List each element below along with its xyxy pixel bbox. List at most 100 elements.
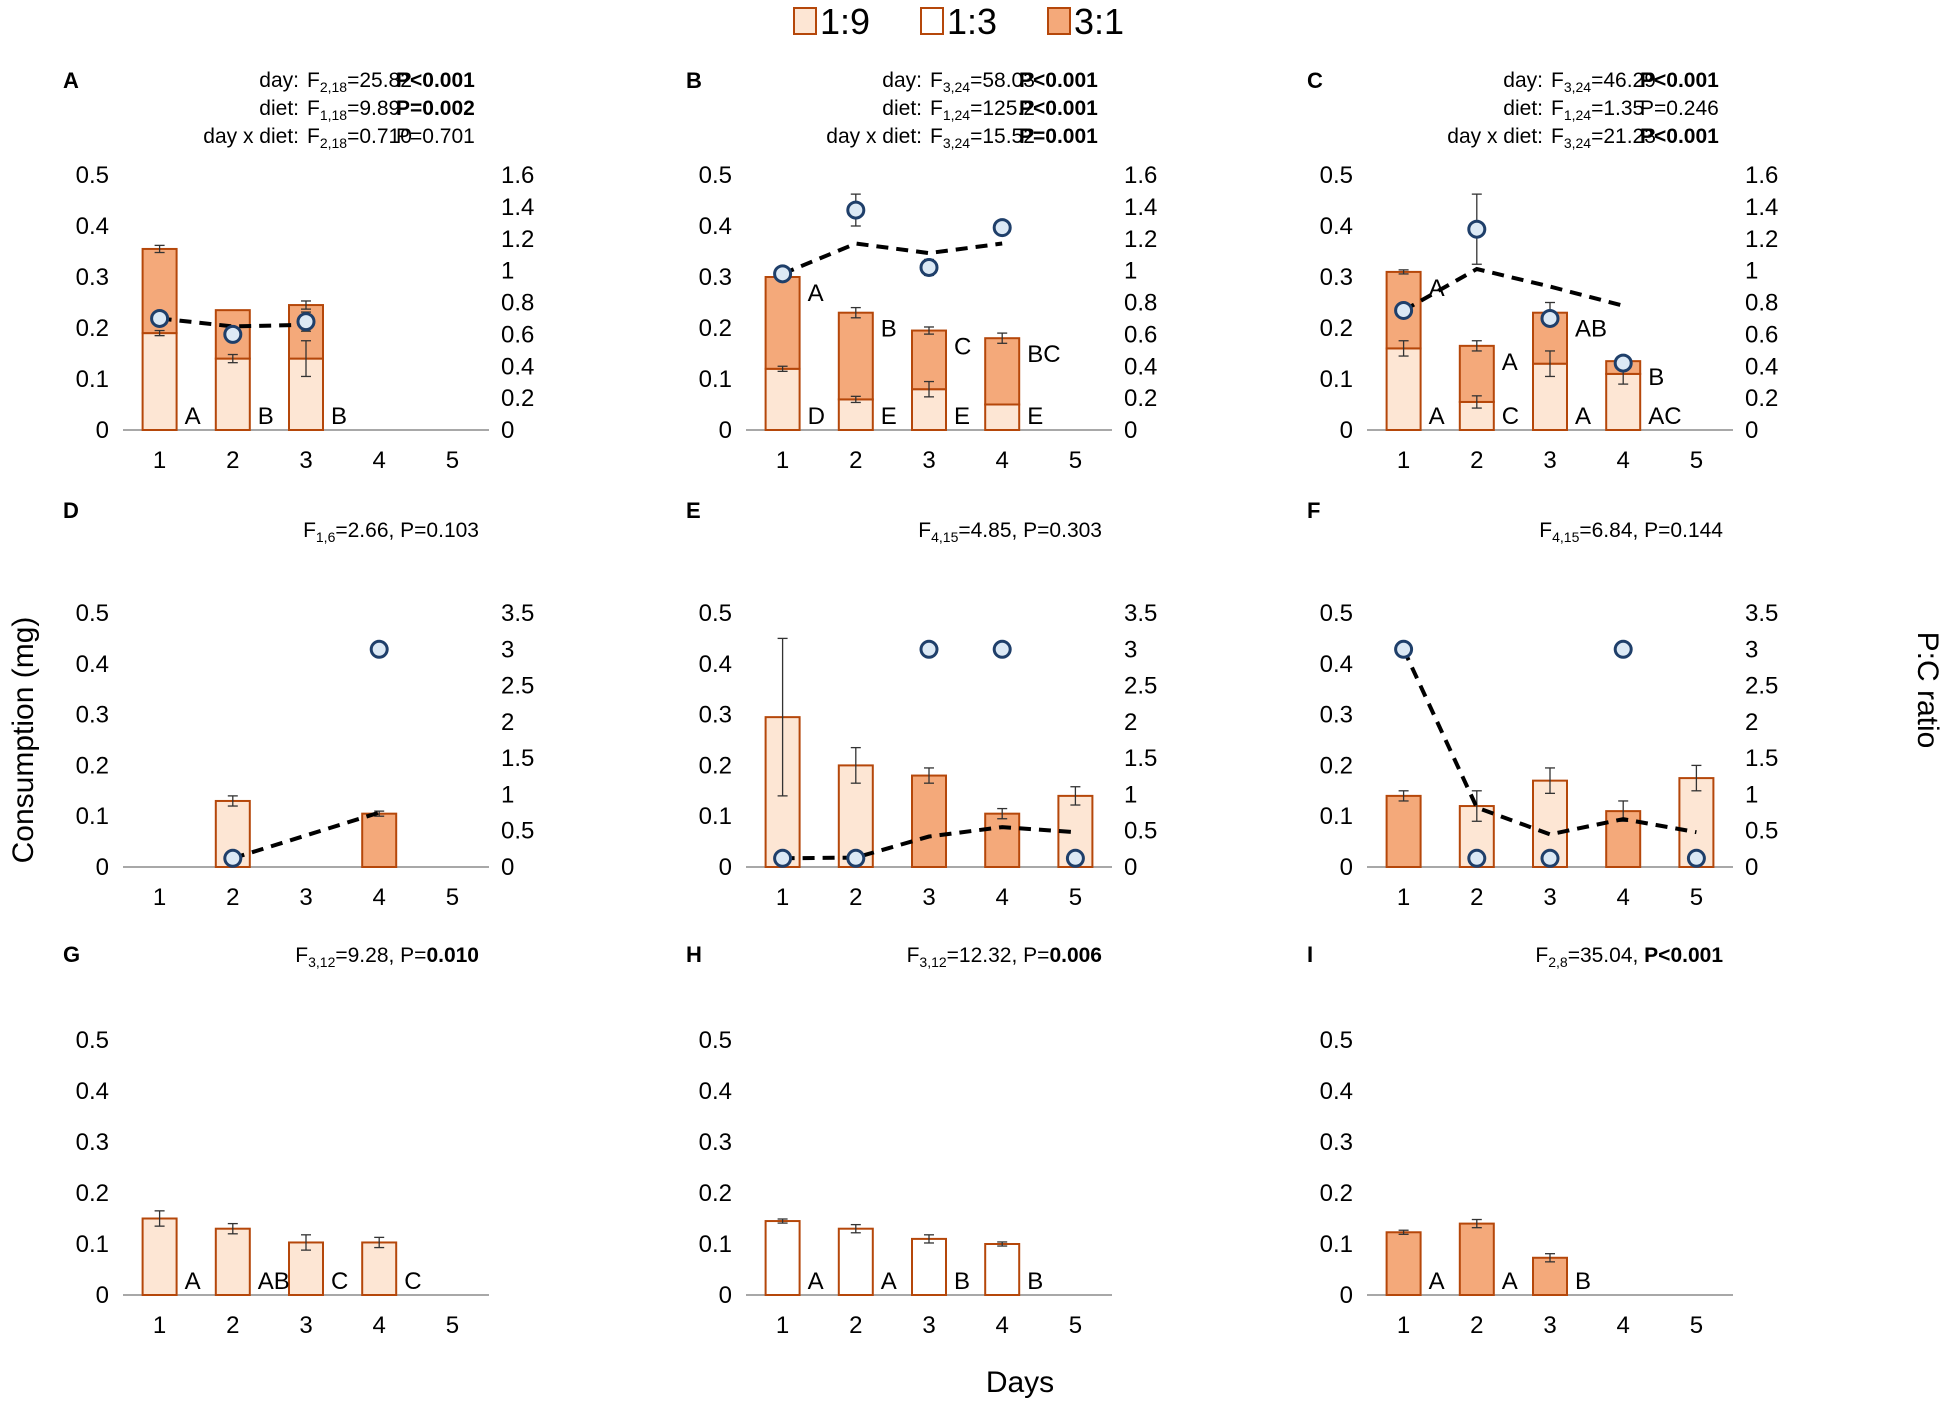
pc-ratio-point <box>1686 848 1706 868</box>
y-tick-label: 0.1 <box>1320 1231 1353 1258</box>
y2-tick-label: 0.2 <box>1745 385 1778 412</box>
y2-tick-label: 0.8 <box>1745 290 1778 317</box>
pc-ratio-point <box>773 264 793 284</box>
x-tick-label: 5 <box>1069 884 1082 911</box>
y-tick-label: 0.2 <box>1320 1180 1353 1207</box>
significance-letter: B <box>1648 364 1664 391</box>
y2-tick-label: 1 <box>501 258 514 285</box>
x-tick-label: 3 <box>1543 884 1556 911</box>
stat-f: F3,12=9.28, P=0.010 <box>295 944 479 970</box>
significance-letter: D <box>808 403 825 430</box>
stat-label: diet: <box>1503 97 1543 120</box>
y-tick-label: 0.2 <box>699 752 732 779</box>
pc-ratio-point <box>369 639 389 659</box>
pc-ratio-point <box>1540 848 1560 868</box>
pc-ratio-line <box>1401 648 1697 837</box>
y-tick-label: 0.2 <box>1320 315 1353 342</box>
x-tick-label: 1 <box>1397 1312 1410 1339</box>
x-tick-label: 2 <box>226 1312 239 1339</box>
y2-tick-label: 1.2 <box>501 226 534 253</box>
bar-3-1 <box>764 276 801 370</box>
y-tick-label: 0.4 <box>699 213 732 240</box>
pc-ratio-point <box>1613 353 1633 373</box>
y2-tick-label: 2.5 <box>501 673 534 700</box>
stat-p: P=0.002 <box>396 97 475 120</box>
y2-tick-label: 0.5 <box>1124 818 1157 845</box>
y2-tick-label: 1.5 <box>1745 745 1778 772</box>
x-tick-label: 5 <box>1690 884 1703 911</box>
y-tick-label: 0.5 <box>76 162 109 189</box>
y-tick-label: 0.3 <box>699 702 732 729</box>
y2-tick-label: 1.6 <box>501 162 534 189</box>
y-tick-label: 0 <box>719 854 732 881</box>
x-tick-label: 2 <box>1470 1312 1483 1339</box>
x-tick-label: 1 <box>1397 447 1410 474</box>
y-tick-label: 0.1 <box>76 366 109 393</box>
y-tick-label: 0 <box>719 417 732 444</box>
y2-tick-label: 2 <box>501 709 514 736</box>
x-tick-label: 1 <box>153 884 166 911</box>
y-tick-label: 0.4 <box>76 213 109 240</box>
x-tick-label: 1 <box>1397 884 1410 911</box>
y2-tick-label: 1.6 <box>1124 162 1157 189</box>
stat-f: F4,15=4.85, P=0.303 <box>918 519 1102 545</box>
panel-E: E 0 0.1 0.2 0.3 0.4 0.5 0 0.5 1 1.5 2 2.5 3 3.5 1 2 3 4 5 F4… <box>686 498 1157 911</box>
bar-1-9 <box>1385 347 1422 431</box>
pc-ratio-point <box>992 639 1012 659</box>
y-tick-label: 0.4 <box>1320 1078 1353 1105</box>
y2-tick-label: 2.5 <box>1745 673 1778 700</box>
y2-tick-label: 1 <box>1745 781 1758 808</box>
panel-D: D 0 0.1 0.2 0.3 0.4 0.5 0 0.5 1 1.5 2 2.5 3 3.5 1 2 3 4 5 F1… <box>63 498 534 911</box>
panel-label: D <box>63 498 79 523</box>
legend-label-1-9: 1:9 <box>820 1 870 42</box>
pc-ratio-point <box>919 257 939 277</box>
stat-f: F3,24=46.29 <box>1551 69 1656 95</box>
y2-tick-label: 1.6 <box>1745 162 1778 189</box>
y2-tick-label: 0 <box>1124 417 1137 444</box>
y2-tick-label: 0.5 <box>501 818 534 845</box>
panel-F: F 0 0.1 0.2 0.3 0.4 0.5 0 0.5 1 1.5 2 2.5 3 3.5 1 2 3 4 5 F4… <box>1307 498 1778 911</box>
panels: A 0 0.1 0.2 0.3 0.4 0.5 0 0.2 0.4 0.6 0.8 1 1.2 1.4 1.6… <box>63 68 1778 1339</box>
x-tick-label: 5 <box>1069 1312 1082 1339</box>
y-tick-label: 0.2 <box>76 315 109 342</box>
bar <box>1532 1256 1568 1297</box>
y-axis-title: Consumption (mg) <box>7 617 40 864</box>
y-tick-label: 0.4 <box>699 651 732 678</box>
y-tick-label: 0.5 <box>699 162 732 189</box>
stat-label: day: <box>1503 69 1543 92</box>
y-tick-label: 0 <box>96 854 109 881</box>
y2-tick-label: 0.8 <box>501 290 534 317</box>
y2-tick-label: 2.5 <box>1124 673 1157 700</box>
stat-label: diet: <box>882 97 922 120</box>
x-tick-label: 3 <box>299 447 312 474</box>
y2-tick-label: 1.4 <box>1745 194 1778 221</box>
significance-letter: A <box>808 280 824 307</box>
x-tick-label: 3 <box>922 1312 935 1339</box>
pc-ratio-line <box>782 825 1076 861</box>
stat-label: diet: <box>259 97 299 120</box>
significance-letter: AB <box>1575 316 1607 343</box>
y2-tick-label: 1 <box>1745 258 1758 285</box>
pc-ratio-point <box>992 218 1012 238</box>
y-tick-label: 0.1 <box>76 803 109 830</box>
stat-f: F2,8=35.04, P<0.001 <box>1535 944 1723 970</box>
stat-f: F1,24=125.2 <box>930 97 1035 123</box>
pc-ratio-point <box>1540 308 1560 328</box>
significance-letter: B <box>1575 1268 1591 1295</box>
y2-tick-label: 0.8 <box>1124 290 1157 317</box>
panel-H: H 0 0.1 0.2 0.3 0.4 0.5 1 2 3 4 5 A A B B F3,12=12.32, P… <box>686 942 1112 1339</box>
x-tick-label: 3 <box>922 447 935 474</box>
pc-ratio-point <box>1394 639 1414 659</box>
x-tick-label: 2 <box>226 447 239 474</box>
bar <box>361 1241 398 1296</box>
legend-label-3-1: 3:1 <box>1074 1 1124 42</box>
stat-p: P<0.001 <box>1019 97 1098 120</box>
y-tick-label: 0.4 <box>1320 651 1353 678</box>
y-tick-label: 0.2 <box>76 1180 109 1207</box>
stat-f: F2,18=25.82 <box>307 69 412 95</box>
pc-ratio-line <box>232 810 380 861</box>
stat-f: F1,6=2.66, P=0.103 <box>303 519 479 545</box>
panel-label: H <box>686 942 702 967</box>
stat-f: F3,24=21.23 <box>1551 125 1656 151</box>
